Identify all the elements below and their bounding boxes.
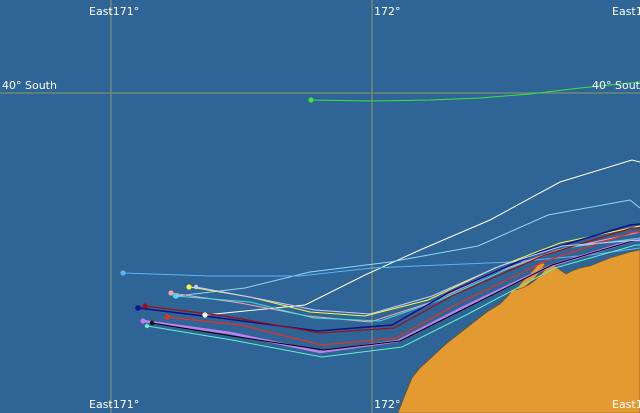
track-dark-red-marker[interactable] xyxy=(142,303,148,309)
track-white-marker[interactable] xyxy=(202,312,208,318)
track-lavender-marker[interactable] xyxy=(193,284,199,290)
track-lavender[interactable] xyxy=(195,239,640,315)
track-navy-marker[interactable] xyxy=(135,305,141,311)
track-sky-blue[interactable] xyxy=(122,247,640,277)
track-green[interactable] xyxy=(310,81,640,102)
track-black[interactable] xyxy=(151,239,640,351)
track-white[interactable] xyxy=(204,159,640,316)
track-navy[interactable] xyxy=(137,223,640,332)
lon-label-173-bottom: East1 xyxy=(612,398,640,411)
lon-label-173-top: East1 xyxy=(612,5,640,18)
track-aqua[interactable] xyxy=(146,244,640,358)
lon-label-171-top: East171° xyxy=(89,5,140,18)
lon-label-172-bottom: 172° xyxy=(374,398,401,411)
track-sky-blue-marker[interactable] xyxy=(120,270,126,276)
track-red[interactable] xyxy=(166,231,640,346)
lat-label-40-left: 40° South xyxy=(2,79,57,92)
lat-label-40-right: 40° South xyxy=(592,79,640,92)
track-violet-marker[interactable] xyxy=(140,318,146,324)
track-green-marker[interactable] xyxy=(308,97,314,103)
track-pink-marker[interactable] xyxy=(168,290,174,296)
track-black-marker[interactable] xyxy=(149,320,155,326)
track-dark-red[interactable] xyxy=(144,227,640,334)
track-cyan-marker[interactable] xyxy=(172,293,178,299)
landmass xyxy=(397,249,640,413)
track-light-blue[interactable] xyxy=(176,199,640,297)
track-aqua-marker[interactable] xyxy=(144,323,150,329)
lon-label-171-bottom: East171° xyxy=(89,398,140,411)
lon-label-172-top: 172° xyxy=(374,5,401,18)
track-red-marker[interactable] xyxy=(164,314,170,320)
track-yellow-marker[interactable] xyxy=(186,284,192,290)
